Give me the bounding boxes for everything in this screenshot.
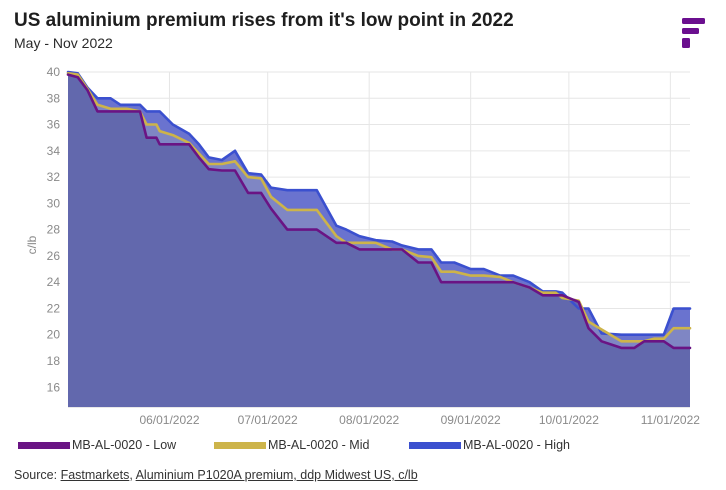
legend-swatch-low bbox=[18, 441, 70, 449]
y-tick-label: 40 bbox=[47, 65, 61, 79]
y-tick-label: 32 bbox=[47, 170, 61, 184]
source-link-fastmarkets[interactable]: Fastmarkets bbox=[60, 468, 130, 482]
y-tick-label: 18 bbox=[47, 354, 61, 368]
source-note: Source: Fastmarkets, Aluminium P1020A pr… bbox=[14, 468, 418, 482]
x-tick-label: 07/01/2022 bbox=[238, 413, 298, 427]
page-subtitle: May - Nov 2022 bbox=[14, 35, 113, 51]
x-tick-label: 09/01/2022 bbox=[441, 413, 501, 427]
x-tick-label: 10/01/2022 bbox=[539, 413, 599, 427]
area-chart: 16 18 20 22 24 26 28 30 32 34 36 38 40 06/01/2022 07/… bbox=[25, 65, 700, 427]
series-line-low bbox=[66, 73, 692, 350]
legend-swatch-mid bbox=[214, 441, 266, 449]
x-tick-label: 08/01/2022 bbox=[339, 413, 399, 427]
series-areas bbox=[68, 72, 690, 408]
source-prefix: Source: bbox=[14, 468, 61, 482]
legend-item-low: MB-AL-0020 - Low bbox=[18, 438, 176, 452]
legend-label-high: MB-AL-0020 - High bbox=[463, 438, 570, 452]
legend-item-mid: MB-AL-0020 - Mid bbox=[214, 438, 369, 452]
y-tick-label: 28 bbox=[47, 223, 61, 237]
y-axis-label: c/lb bbox=[25, 235, 39, 254]
y-axis-ticks: 16 18 20 22 24 26 28 30 32 34 36 38 40 bbox=[47, 65, 61, 394]
y-tick-label: 26 bbox=[47, 249, 61, 263]
page-title: US aluminium premium rises from it's low… bbox=[14, 10, 514, 31]
chart-legend: MB-AL-0020 - Low MB-AL-0020 - Mid MB-AL-… bbox=[18, 438, 698, 456]
series-line-high bbox=[66, 70, 692, 336]
y-tick-label: 36 bbox=[47, 118, 61, 132]
legend-swatch-high bbox=[409, 441, 461, 449]
legend-label-low: MB-AL-0020 - Low bbox=[72, 438, 177, 452]
y-tick-label: 22 bbox=[47, 301, 61, 315]
series-line-mid bbox=[66, 72, 692, 343]
x-tick-label: 06/01/2022 bbox=[139, 413, 199, 427]
source-link-premium[interactable]: Aluminium P1020A premium, ddp Midwest US… bbox=[135, 468, 418, 482]
y-tick-label: 34 bbox=[47, 144, 61, 158]
y-tick-label: 24 bbox=[47, 275, 61, 289]
y-tick-label: 20 bbox=[47, 328, 61, 342]
x-axis-ticks: 06/01/2022 07/01/2022 08/01/2022 09/01/2022… bbox=[139, 413, 700, 427]
y-tick-label: 16 bbox=[47, 380, 61, 394]
x-tick-label: 11/01/2022 bbox=[641, 413, 700, 427]
y-tick-label: 38 bbox=[47, 91, 61, 105]
legend-item-high: MB-AL-0020 - High bbox=[409, 438, 570, 452]
y-tick-label: 30 bbox=[47, 196, 61, 210]
source-separator: , bbox=[129, 468, 136, 482]
series-lines bbox=[66, 70, 692, 350]
fastmarkets-logo-icon bbox=[682, 18, 705, 48]
area-low bbox=[68, 74, 690, 407]
legend-label-mid: MB-AL-0020 - Mid bbox=[268, 438, 370, 452]
